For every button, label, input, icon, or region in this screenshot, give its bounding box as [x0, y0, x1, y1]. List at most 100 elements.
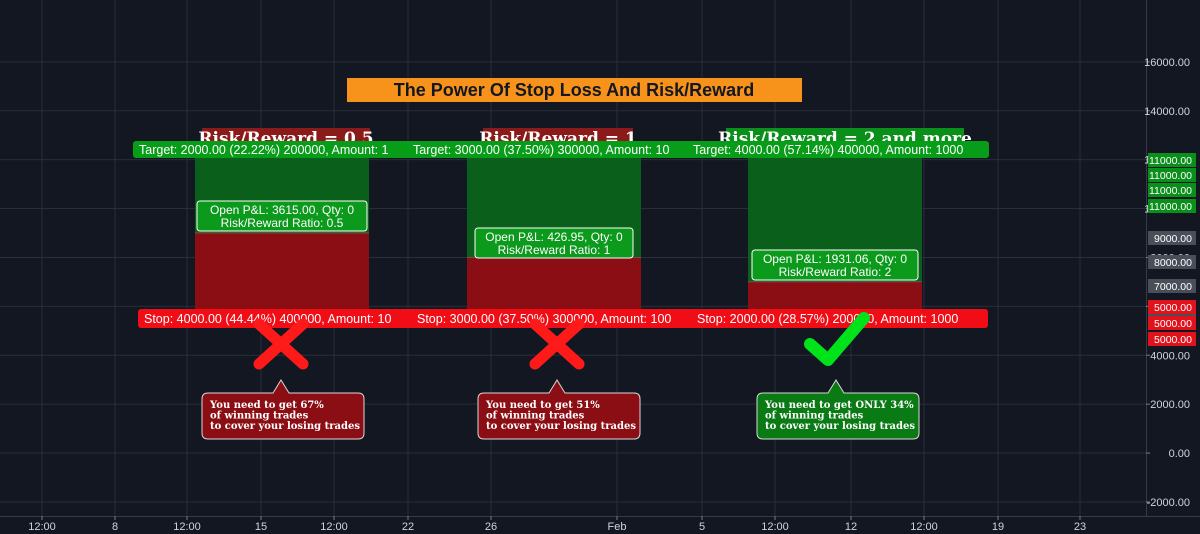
callout-line: of winning trades — [765, 411, 864, 422]
x-tick-label: 15 — [255, 521, 267, 533]
target-labels: Target: 2000.00 (22.22%) 200000, Amount:… — [133, 141, 989, 158]
target-price-badge-text: 11000.00 — [1149, 185, 1192, 197]
chart-title-text: The Power Of Stop Loss And Risk/Reward — [394, 80, 754, 100]
pnl-box-bg — [474, 227, 634, 259]
callout: You need to get ONLY 34%of winning trade… — [756, 379, 920, 440]
stop-price-badge: 5000.00 — [1148, 300, 1196, 314]
entry-price-badge: 7000.00 — [1148, 279, 1196, 293]
loss-zone — [195, 233, 369, 318]
x-tick-label: 23 — [1074, 521, 1086, 533]
stop-price-badge-bg — [1148, 316, 1196, 330]
pnl-line2: Risk/Reward Ratio: 1 — [498, 243, 611, 257]
target-price-badge-bg — [1148, 199, 1196, 213]
entry-price-badge-text: 8000.00 — [1154, 257, 1192, 269]
time-axis[interactable]: 12:00 8 12:00 15 12:00 22 26 Feb 5 12:00 12 12:00 19… — [0, 516, 1200, 533]
callout-line: to cover your losing trades — [210, 421, 360, 432]
chart-title: The Power Of Stop Loss And Risk/Reward — [347, 78, 802, 102]
target-price-badge-bg — [1148, 153, 1196, 167]
callout-line: of winning trades — [210, 411, 309, 422]
x-tick-label: 22 — [402, 521, 414, 533]
position-3 — [748, 148, 922, 318]
stop-label: Stop: 2000.00 (28.57%) 200000, Amount: 1… — [697, 312, 958, 326]
entry-price-badge-text: 7000.00 — [1154, 281, 1192, 293]
target-price-badge-text: 11000.00 — [1149, 201, 1192, 213]
x-tick-label: Feb — [608, 521, 627, 533]
stop-price-badge: 5000.00 — [1148, 316, 1196, 330]
x-tick-label: 8 — [112, 521, 118, 533]
pnl-line1: Open P&L: 3615.00, Qty: 0 — [210, 203, 354, 217]
x-tick-label: 12:00 — [28, 521, 56, 533]
target-label: Target: 4000.00 (57.14%) 400000, Amount:… — [693, 143, 963, 157]
pnl-box-bg — [751, 249, 919, 281]
stop-price-badge-text: 5000.00 — [1154, 302, 1192, 314]
stop-price-badge-text: 5000.00 — [1154, 334, 1192, 346]
entry-price-badge-bg — [1148, 279, 1196, 293]
entry-price-badge-text: 9000.00 — [1154, 233, 1192, 245]
callout-line: to cover your losing trades — [765, 421, 915, 432]
callout-line: You need to get 51% — [485, 400, 600, 411]
target-label: Target: 2000.00 (22.22%) 200000, Amount:… — [139, 143, 389, 157]
stop-price-badge-bg — [1148, 332, 1196, 346]
y-tick-label: -2000.00 — [1147, 497, 1190, 509]
x-tick-label: 12:00 — [761, 521, 789, 533]
callout-line: of winning trades — [486, 411, 585, 422]
entry-price-badge-bg — [1148, 231, 1196, 245]
entry-price-badge-bg — [1148, 255, 1196, 269]
target-price-badge: 11000.00 — [1148, 153, 1196, 167]
stop-bar — [138, 309, 988, 328]
checkmark-icon-path — [804, 312, 870, 366]
cross-icon-path — [529, 318, 585, 370]
pnl-line2: Risk/Reward Ratio: 0.5 — [221, 216, 344, 230]
entry-price-badge: 8000.00 — [1148, 255, 1196, 269]
pnl-line2: Risk/Reward Ratio: 2 — [779, 265, 892, 279]
y-tick-label: 0.00 — [1169, 448, 1190, 460]
target-price-badge-text: 11000.00 — [1149, 155, 1192, 167]
target-price-badge: 11000.00 — [1148, 183, 1196, 197]
cross-icon-path — [253, 318, 309, 370]
target-label: Target: 3000.00 (37.50%) 300000, Amount:… — [413, 143, 669, 157]
callout-bubble — [477, 379, 641, 440]
target-bar — [133, 141, 989, 158]
position-1 — [195, 148, 369, 318]
stop-price-badge-text: 5000.00 — [1154, 318, 1192, 330]
entry-price-badge: 9000.00 — [1148, 231, 1196, 245]
target-price-badge: 11000.00 — [1148, 168, 1196, 182]
x-tick-label: 12:00 — [910, 521, 938, 533]
callout-bubble — [201, 379, 365, 440]
stop-labels: Stop: 4000.00 (44.44%) 400000, Amount: 1… — [138, 309, 988, 328]
pnl-line1: Open P&L: 1931.06, Qty: 0 — [763, 252, 907, 266]
pnl-box-bg — [196, 200, 368, 232]
y-tick-label: 16000.00 — [1144, 57, 1190, 69]
stop-price-badge-bg — [1148, 300, 1196, 314]
cross-icon — [253, 318, 309, 370]
x-tick-label: 26 — [485, 521, 497, 533]
callout-line: to cover your losing trades — [486, 421, 636, 432]
stop-label: Stop: 4000.00 (44.44%) 400000, Amount: 1… — [144, 312, 391, 326]
x-tick-label: 12:00 — [173, 521, 201, 533]
target-price-badge-bg — [1148, 183, 1196, 197]
y-tick-label: 2000.00 — [1150, 399, 1190, 411]
callout-bubble — [756, 379, 920, 440]
target-price-badge-text: 11000.00 — [1149, 170, 1192, 182]
target-price-badge: 11000.00 — [1148, 199, 1196, 213]
y-tick-label: 4000.00 — [1150, 350, 1190, 362]
price-axis[interactable]: 16000.0014000.0012000.0010000.008000.006… — [1144, 0, 1200, 534]
x-tick-label: 5 — [699, 521, 705, 533]
stop-price-badge: 5000.00 — [1148, 332, 1196, 346]
target-price-badge-bg — [1148, 168, 1196, 182]
outcome-marks — [253, 312, 870, 370]
y-tick-label: 14000.00 — [1144, 106, 1190, 118]
x-tick-label: 12:00 — [320, 521, 348, 533]
loss-zone — [467, 257, 641, 318]
pnl-line1: Open P&L: 426.95, Qty: 0 — [485, 230, 623, 244]
x-tick-label: 19 — [992, 521, 1004, 533]
callout-line: You need to get 67% — [209, 400, 324, 411]
